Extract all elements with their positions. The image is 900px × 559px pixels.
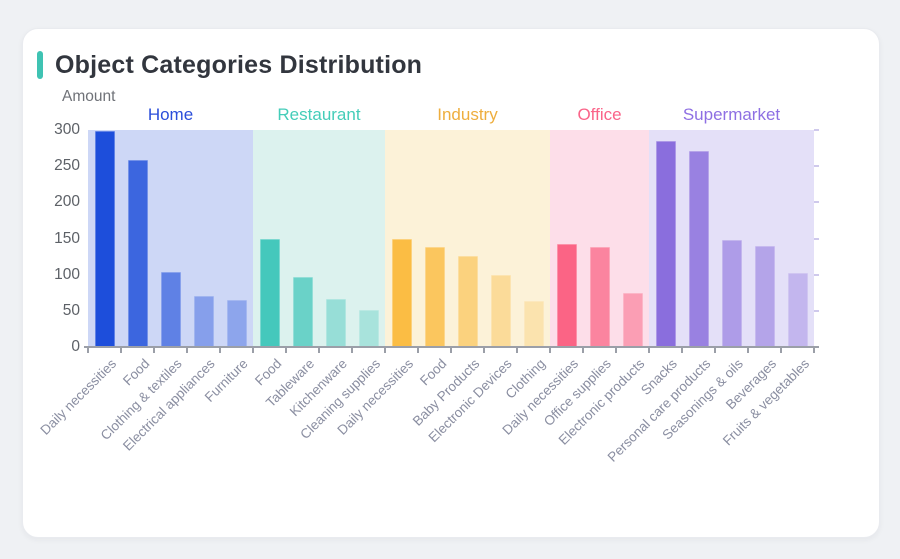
bar-home-daily-necessities[interactable]	[94, 131, 115, 347]
x-axis-tick	[318, 348, 320, 353]
chart-title: Object Categories Distribution	[55, 51, 423, 79]
x-axis-tick	[615, 348, 617, 353]
bar-supermarket-seasonings-oils[interactable]	[721, 239, 742, 347]
bar-home-furniture[interactable]	[226, 299, 247, 347]
group-label-home: Home	[147, 105, 194, 124]
bar-supermarket-snacks[interactable]	[655, 140, 676, 347]
x-axis-tick	[516, 348, 518, 353]
x-axis-tick	[417, 348, 419, 353]
x-axis-tick	[780, 348, 782, 353]
x-axis-tick	[483, 348, 485, 353]
y-axis-tick-label: 150	[54, 229, 80, 247]
x-axis-tick	[120, 348, 122, 353]
bar-office-office-supplies[interactable]	[589, 247, 610, 347]
bar-supermarket-fruits-vegetables[interactable]	[787, 273, 808, 347]
y-axis-tick-label: 250	[54, 157, 80, 175]
bar-industry-daily-necessities[interactable]	[391, 238, 412, 347]
x-axis-line	[84, 346, 819, 348]
x-axis-tick	[681, 348, 683, 353]
bar-industry-clothing[interactable]	[523, 301, 544, 347]
title-accent-bar	[37, 51, 43, 79]
right-axis-tick	[814, 237, 819, 240]
bar-industry-electronic-devices[interactable]	[490, 274, 511, 347]
group-label-supermarket: Supermarket	[682, 105, 781, 124]
x-axis-tick	[219, 348, 221, 353]
group-label-restaurant: Restaurant	[277, 105, 361, 124]
y-axis-tick-label: 50	[62, 301, 80, 319]
y-axis-tick-label: 0	[71, 338, 80, 355]
y-axis-tick-label: 300	[54, 121, 80, 138]
group-label-office: Office	[577, 105, 622, 124]
x-axis-tick	[384, 348, 386, 353]
x-axis-tick	[648, 348, 650, 353]
bar-industry-baby-products[interactable]	[457, 255, 478, 347]
bar-home-electrical-appliances[interactable]	[193, 296, 214, 347]
y-axis-tick-label: 100	[54, 265, 80, 283]
x-axis-tick	[549, 348, 551, 353]
bar-restaurant-cleaning-supplies[interactable]	[358, 310, 379, 347]
right-axis-tick	[814, 165, 819, 168]
x-axis-tick	[285, 348, 287, 353]
title-row: Object Categories Distribution	[37, 50, 422, 80]
right-axis-tick	[814, 273, 819, 276]
bar-supermarket-beverages[interactable]	[754, 245, 775, 347]
bar-supermarket-personal-care-products[interactable]	[688, 150, 709, 347]
right-axis-tick	[814, 201, 819, 204]
x-axis-tick	[582, 348, 584, 353]
bar-industry-food[interactable]	[424, 247, 445, 347]
bar-office-electronic-products[interactable]	[622, 292, 643, 347]
bar-restaurant-kitchenware[interactable]	[325, 299, 346, 347]
right-axis-tick	[814, 129, 819, 131]
x-axis-tick	[252, 348, 254, 353]
bar-home-clothing-textiles[interactable]	[160, 272, 181, 347]
y-axis-title: Amount	[62, 88, 116, 105]
bar-restaurant-food[interactable]	[259, 239, 280, 347]
right-axis-tick	[814, 309, 819, 312]
x-axis-tick	[186, 348, 188, 353]
group-label-industry: Industry	[437, 105, 498, 124]
x-axis-tick	[87, 348, 89, 353]
x-axis-tick	[813, 348, 815, 353]
bar-home-food[interactable]	[127, 160, 148, 347]
x-axis-tick	[747, 348, 749, 353]
x-axis-tick	[714, 348, 716, 353]
bar-office-daily-necessities[interactable]	[556, 244, 577, 347]
x-axis-tick	[153, 348, 155, 353]
bar-restaurant-tableware[interactable]	[292, 276, 313, 347]
x-axis-tick	[450, 348, 452, 353]
y-axis-tick-label: 200	[54, 193, 80, 211]
x-axis-tick	[351, 348, 353, 353]
